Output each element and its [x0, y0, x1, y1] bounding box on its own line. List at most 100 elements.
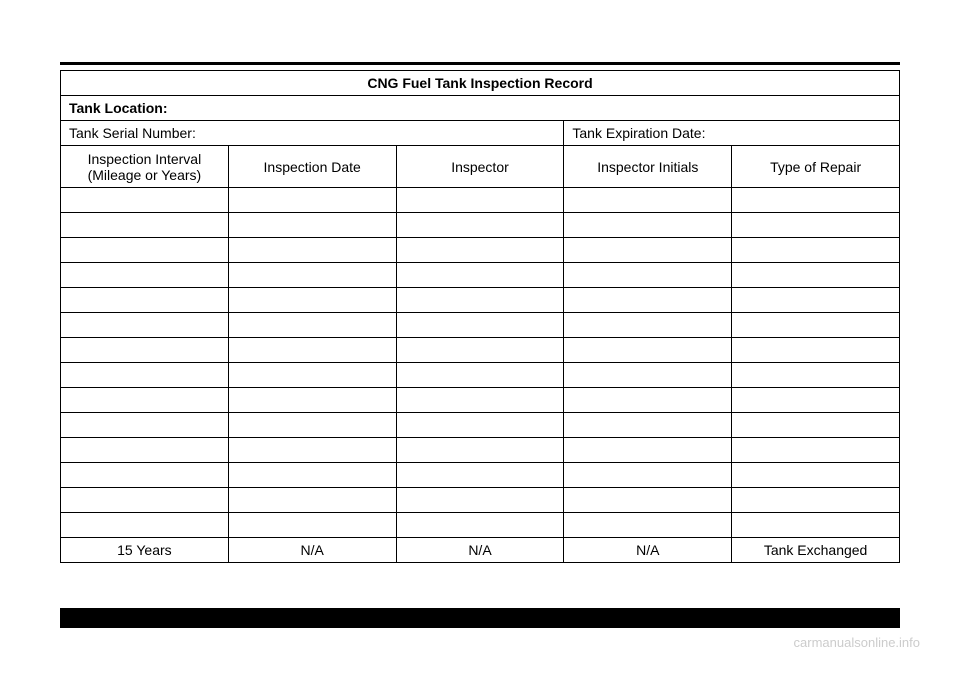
- empty-cell: [61, 213, 229, 238]
- empty-cell: [732, 238, 900, 263]
- empty-cell: [61, 388, 229, 413]
- empty-cell: [564, 188, 732, 213]
- empty-cell: [564, 238, 732, 263]
- empty-cell: [61, 288, 229, 313]
- empty-cell: [564, 363, 732, 388]
- empty-cell: [61, 488, 229, 513]
- empty-cell: [228, 188, 396, 213]
- tank-expiration-label: Tank Expiration Date:: [564, 121, 900, 146]
- empty-cell: [61, 238, 229, 263]
- empty-cell: [732, 438, 900, 463]
- title-row: CNG Fuel Tank Inspection Record: [61, 71, 900, 96]
- empty-cell: [564, 388, 732, 413]
- page-container: CNG Fuel Tank Inspection Record Tank Loc…: [0, 0, 960, 678]
- empty-cell: [732, 213, 900, 238]
- empty-cell: [732, 488, 900, 513]
- empty-cell: [61, 263, 229, 288]
- table-row: [61, 363, 900, 388]
- empty-cell: [564, 463, 732, 488]
- table-row: [61, 338, 900, 363]
- empty-cell: [396, 263, 564, 288]
- empty-cell: [228, 488, 396, 513]
- empty-cell: [396, 463, 564, 488]
- tank-location-label: Tank Location:: [61, 96, 900, 121]
- empty-cell: [396, 313, 564, 338]
- empty-cell: [732, 263, 900, 288]
- empty-cell: [732, 288, 900, 313]
- empty-cell: [61, 463, 229, 488]
- final-row: 15 Years N/A N/A N/A Tank Exchanged: [61, 538, 900, 563]
- table-row: [61, 213, 900, 238]
- empty-cell: [396, 213, 564, 238]
- final-inspector: N/A: [396, 538, 564, 563]
- empty-cell: [228, 363, 396, 388]
- empty-cell: [732, 338, 900, 363]
- empty-cell: [564, 338, 732, 363]
- table-row: [61, 488, 900, 513]
- final-initials: N/A: [564, 538, 732, 563]
- col-header-initials: Inspector Initials: [564, 146, 732, 188]
- empty-cell: [61, 513, 229, 538]
- empty-cell: [228, 313, 396, 338]
- table-row: [61, 463, 900, 488]
- final-date: N/A: [228, 538, 396, 563]
- table-row: [61, 313, 900, 338]
- empty-cell: [61, 188, 229, 213]
- empty-cell: [228, 338, 396, 363]
- empty-cell: [732, 388, 900, 413]
- final-interval: 15 Years: [61, 538, 229, 563]
- empty-cell: [228, 263, 396, 288]
- tank-location-row: Tank Location:: [61, 96, 900, 121]
- empty-cell: [396, 238, 564, 263]
- empty-cell: [564, 513, 732, 538]
- top-black-bar: [60, 62, 900, 65]
- serial-expiration-row: Tank Serial Number: Tank Expiration Date…: [61, 121, 900, 146]
- empty-cell: [564, 213, 732, 238]
- col-header-repair: Type of Repair: [732, 146, 900, 188]
- empty-cell: [61, 338, 229, 363]
- final-repair: Tank Exchanged: [732, 538, 900, 563]
- empty-cell: [396, 288, 564, 313]
- empty-cell: [396, 188, 564, 213]
- empty-cell: [228, 513, 396, 538]
- empty-cell: [228, 463, 396, 488]
- watermark-text: carmanualsonline.info: [794, 635, 920, 650]
- table-row: [61, 188, 900, 213]
- empty-cell: [732, 313, 900, 338]
- empty-cell: [228, 288, 396, 313]
- col-header-interval: Inspection Interval (Mileage or Years): [61, 146, 229, 188]
- empty-cell: [396, 388, 564, 413]
- empty-cell: [732, 413, 900, 438]
- empty-cell: [564, 313, 732, 338]
- empty-cell: [564, 488, 732, 513]
- table-row: [61, 288, 900, 313]
- empty-cell: [396, 363, 564, 388]
- column-header-row: Inspection Interval (Mileage or Years) I…: [61, 146, 900, 188]
- table-row: [61, 388, 900, 413]
- table-row: [61, 263, 900, 288]
- empty-cell: [564, 288, 732, 313]
- empty-cell: [61, 313, 229, 338]
- inspection-record-table: CNG Fuel Tank Inspection Record Tank Loc…: [60, 70, 900, 563]
- table-row: [61, 238, 900, 263]
- col-header-inspector: Inspector: [396, 146, 564, 188]
- empty-cell: [396, 513, 564, 538]
- table-title: CNG Fuel Tank Inspection Record: [61, 71, 900, 96]
- col-header-date: Inspection Date: [228, 146, 396, 188]
- empty-rows-body: [61, 188, 900, 538]
- empty-cell: [396, 438, 564, 463]
- empty-cell: [732, 513, 900, 538]
- empty-cell: [228, 388, 396, 413]
- empty-cell: [228, 413, 396, 438]
- empty-cell: [396, 413, 564, 438]
- empty-cell: [732, 463, 900, 488]
- table-row: [61, 438, 900, 463]
- empty-cell: [564, 263, 732, 288]
- empty-cell: [61, 438, 229, 463]
- empty-cell: [61, 413, 229, 438]
- table-row: [61, 413, 900, 438]
- empty-cell: [732, 363, 900, 388]
- empty-cell: [228, 438, 396, 463]
- empty-cell: [564, 413, 732, 438]
- table-row: [61, 513, 900, 538]
